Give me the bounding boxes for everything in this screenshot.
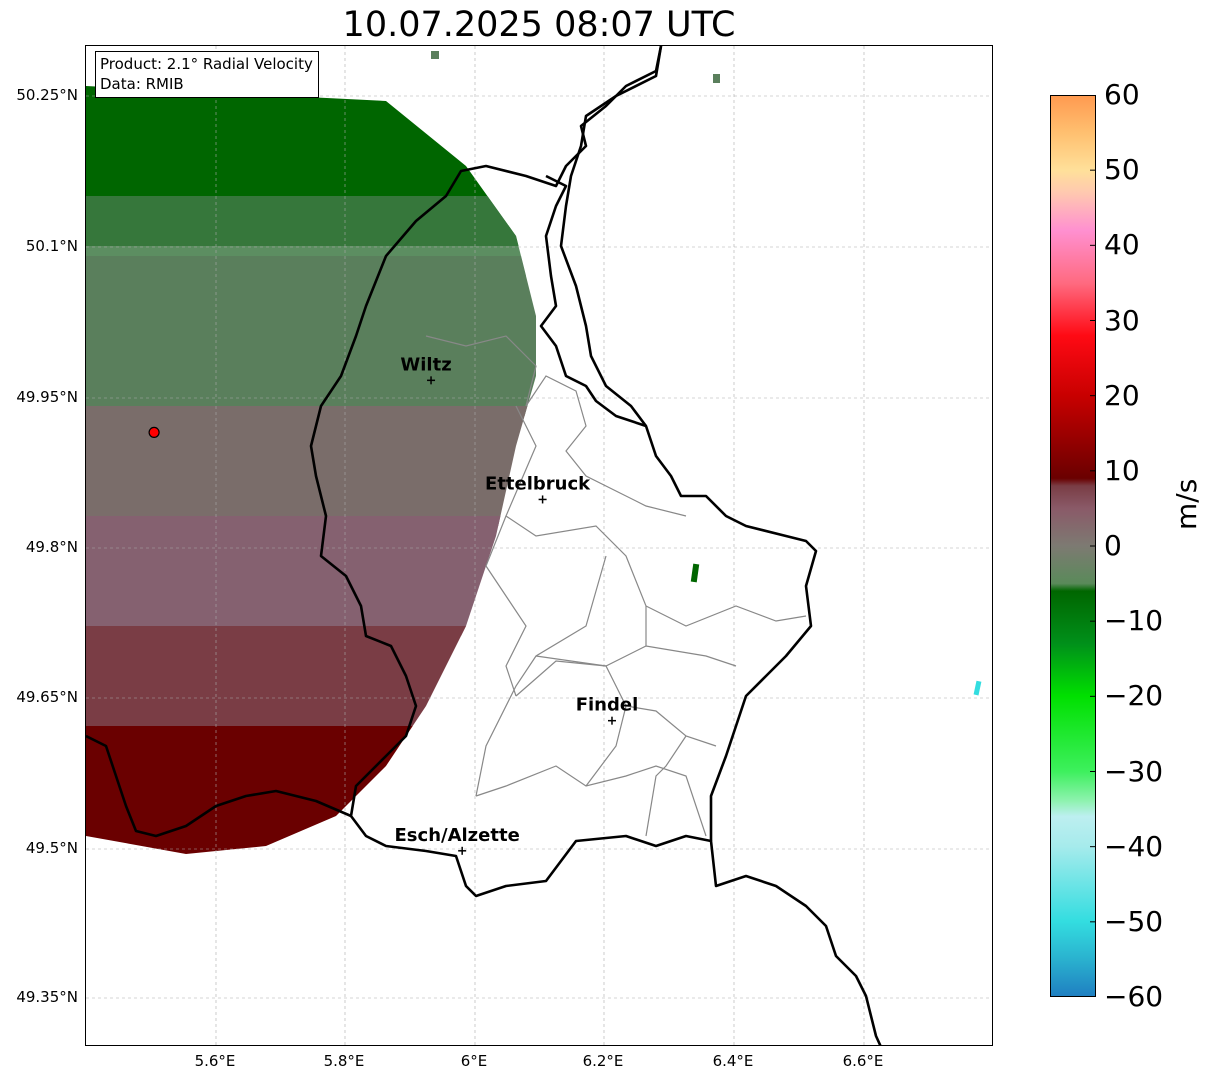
map-title: 10.07.2025 08:07 UTC <box>342 5 736 45</box>
lon-label-5-8: 5.8°E <box>323 1052 365 1070</box>
colorbar-tick-label: 10 <box>1104 453 1140 487</box>
lat-label-50-25: 50.25°N <box>16 86 78 104</box>
echo-band-outbound-medium <box>86 626 536 736</box>
echo-band-outbound-strong <box>86 726 536 854</box>
colorbar-tick-label: 20 <box>1104 378 1140 412</box>
radar-echo <box>86 86 536 854</box>
lon-label-6: 6°E <box>460 1052 488 1070</box>
colorbar-tick-label: −10 <box>1104 604 1164 638</box>
product-info-box: Product: 2.1° Radial Velocity Data: RMIB <box>95 51 319 98</box>
echo-band-inbound-weak <box>86 256 536 416</box>
stray-echo-cyan <box>973 680 982 696</box>
colorbar-tick-label: −30 <box>1104 754 1164 788</box>
colorbar-tick-label: 60 <box>1104 78 1140 111</box>
colorbar-tick-label: −60 <box>1104 980 1164 1013</box>
colorbar-tick-label: 40 <box>1104 228 1140 262</box>
lon-label-5-6: 5.6°E <box>194 1052 236 1070</box>
stray-echo-northeast <box>713 74 720 83</box>
lat-label-49-65: 49.65°N <box>16 688 78 706</box>
lat-label-49-95: 49.95°N <box>16 388 78 406</box>
city-label: Esch/Alzette <box>395 825 520 846</box>
city-ettelbruck: Ettelbruck <box>485 473 591 504</box>
stray-echo-green <box>690 563 700 583</box>
city-label: Findel <box>576 695 639 716</box>
lat-label-49-35: 49.35°N <box>16 988 78 1006</box>
city-label: Wiltz <box>400 354 451 375</box>
colorbar-tick-label: −50 <box>1104 904 1164 938</box>
map-area[interactable]: Wiltz Ettelbruck Findel Esch/Alzette <box>85 45 993 1046</box>
colorbar-unit-label: m/s <box>1170 478 1203 530</box>
colorbar-tick-label: −20 <box>1104 679 1164 713</box>
national-border <box>86 46 882 1045</box>
colorbar-tick-label: 30 <box>1104 303 1140 337</box>
radar-map: Wiltz Ettelbruck Findel Esch/Alzette <box>86 46 992 1045</box>
city-findel: Findel <box>576 695 639 725</box>
echo-band-outbound-weak <box>86 516 536 636</box>
lon-label-6-2: 6.2°E <box>582 1052 624 1070</box>
canton-borders <box>425 335 807 837</box>
stray-echo-north <box>431 51 439 59</box>
colorbar-tick-label: 0 <box>1104 529 1122 562</box>
colorbar-tick-label: −40 <box>1104 829 1164 863</box>
lon-label-6-6: 6.6°E <box>842 1052 884 1070</box>
city-wiltz: Wiltz <box>400 354 452 385</box>
lat-label-49-5: 49.5°N <box>25 839 78 857</box>
lon-label-6-4: 6.4°E <box>712 1052 754 1070</box>
city-label: Ettelbruck <box>485 473 591 494</box>
data-source-label: Data: RMIB <box>100 75 184 93</box>
colorbar-tick-label: 50 <box>1104 153 1140 187</box>
product-label: Product: 2.1° Radial Velocity <box>100 55 313 73</box>
city-esch-alzette: Esch/Alzette <box>395 825 520 855</box>
colorbar <box>1050 95 1096 997</box>
lat-label-49-8: 49.8°N <box>25 538 78 556</box>
colorbar-ramp <box>1050 95 1096 997</box>
radar-site-marker[interactable] <box>148 426 160 438</box>
city-markers: Wiltz Ettelbruck Findel Esch/Alzette <box>395 354 639 855</box>
echo-band-zero <box>86 406 536 526</box>
lat-label-50-1: 50.1°N <box>25 237 78 255</box>
